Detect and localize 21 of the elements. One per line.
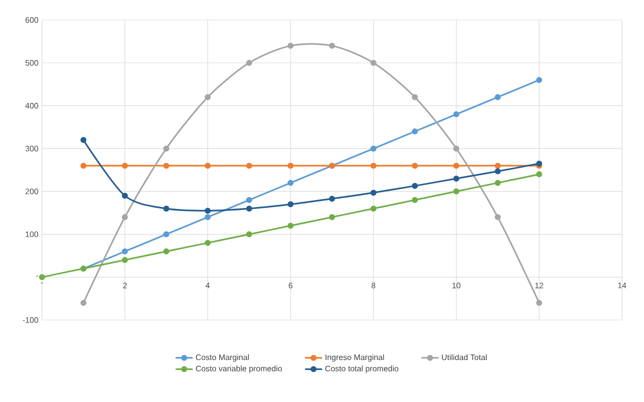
y-tick-label: 600 xyxy=(26,17,38,23)
legend-label: Costo Marginal xyxy=(196,354,249,362)
legend-label: Costo variable promedio xyxy=(196,365,282,373)
y-tick-label: 100 xyxy=(26,231,38,238)
y-tick-label: 500 xyxy=(25,60,38,66)
x-tick-label: 6 xyxy=(288,282,292,288)
x-tick-label: 8 xyxy=(372,282,376,288)
x-tick-label: 4 xyxy=(206,282,210,288)
legend-label: Utilidad Total xyxy=(442,354,487,360)
y-tick-label: - xyxy=(36,276,38,277)
legend-label: Costo total promedio xyxy=(325,365,398,373)
y-tick-label: 200 xyxy=(26,188,38,194)
y-tick-label: 300 xyxy=(25,146,38,152)
legend-label: Ingreso Marginal xyxy=(326,354,384,362)
x-tick-label: 12 xyxy=(535,282,544,288)
x-tick-label: 2 xyxy=(123,282,127,288)
x-tick-label: 10 xyxy=(452,282,460,288)
y-tick-label: -100 xyxy=(22,317,38,323)
x-tick-label: - xyxy=(41,282,43,284)
y-tick-label: 400 xyxy=(25,102,38,109)
x-tick-label: 14 xyxy=(618,282,626,288)
